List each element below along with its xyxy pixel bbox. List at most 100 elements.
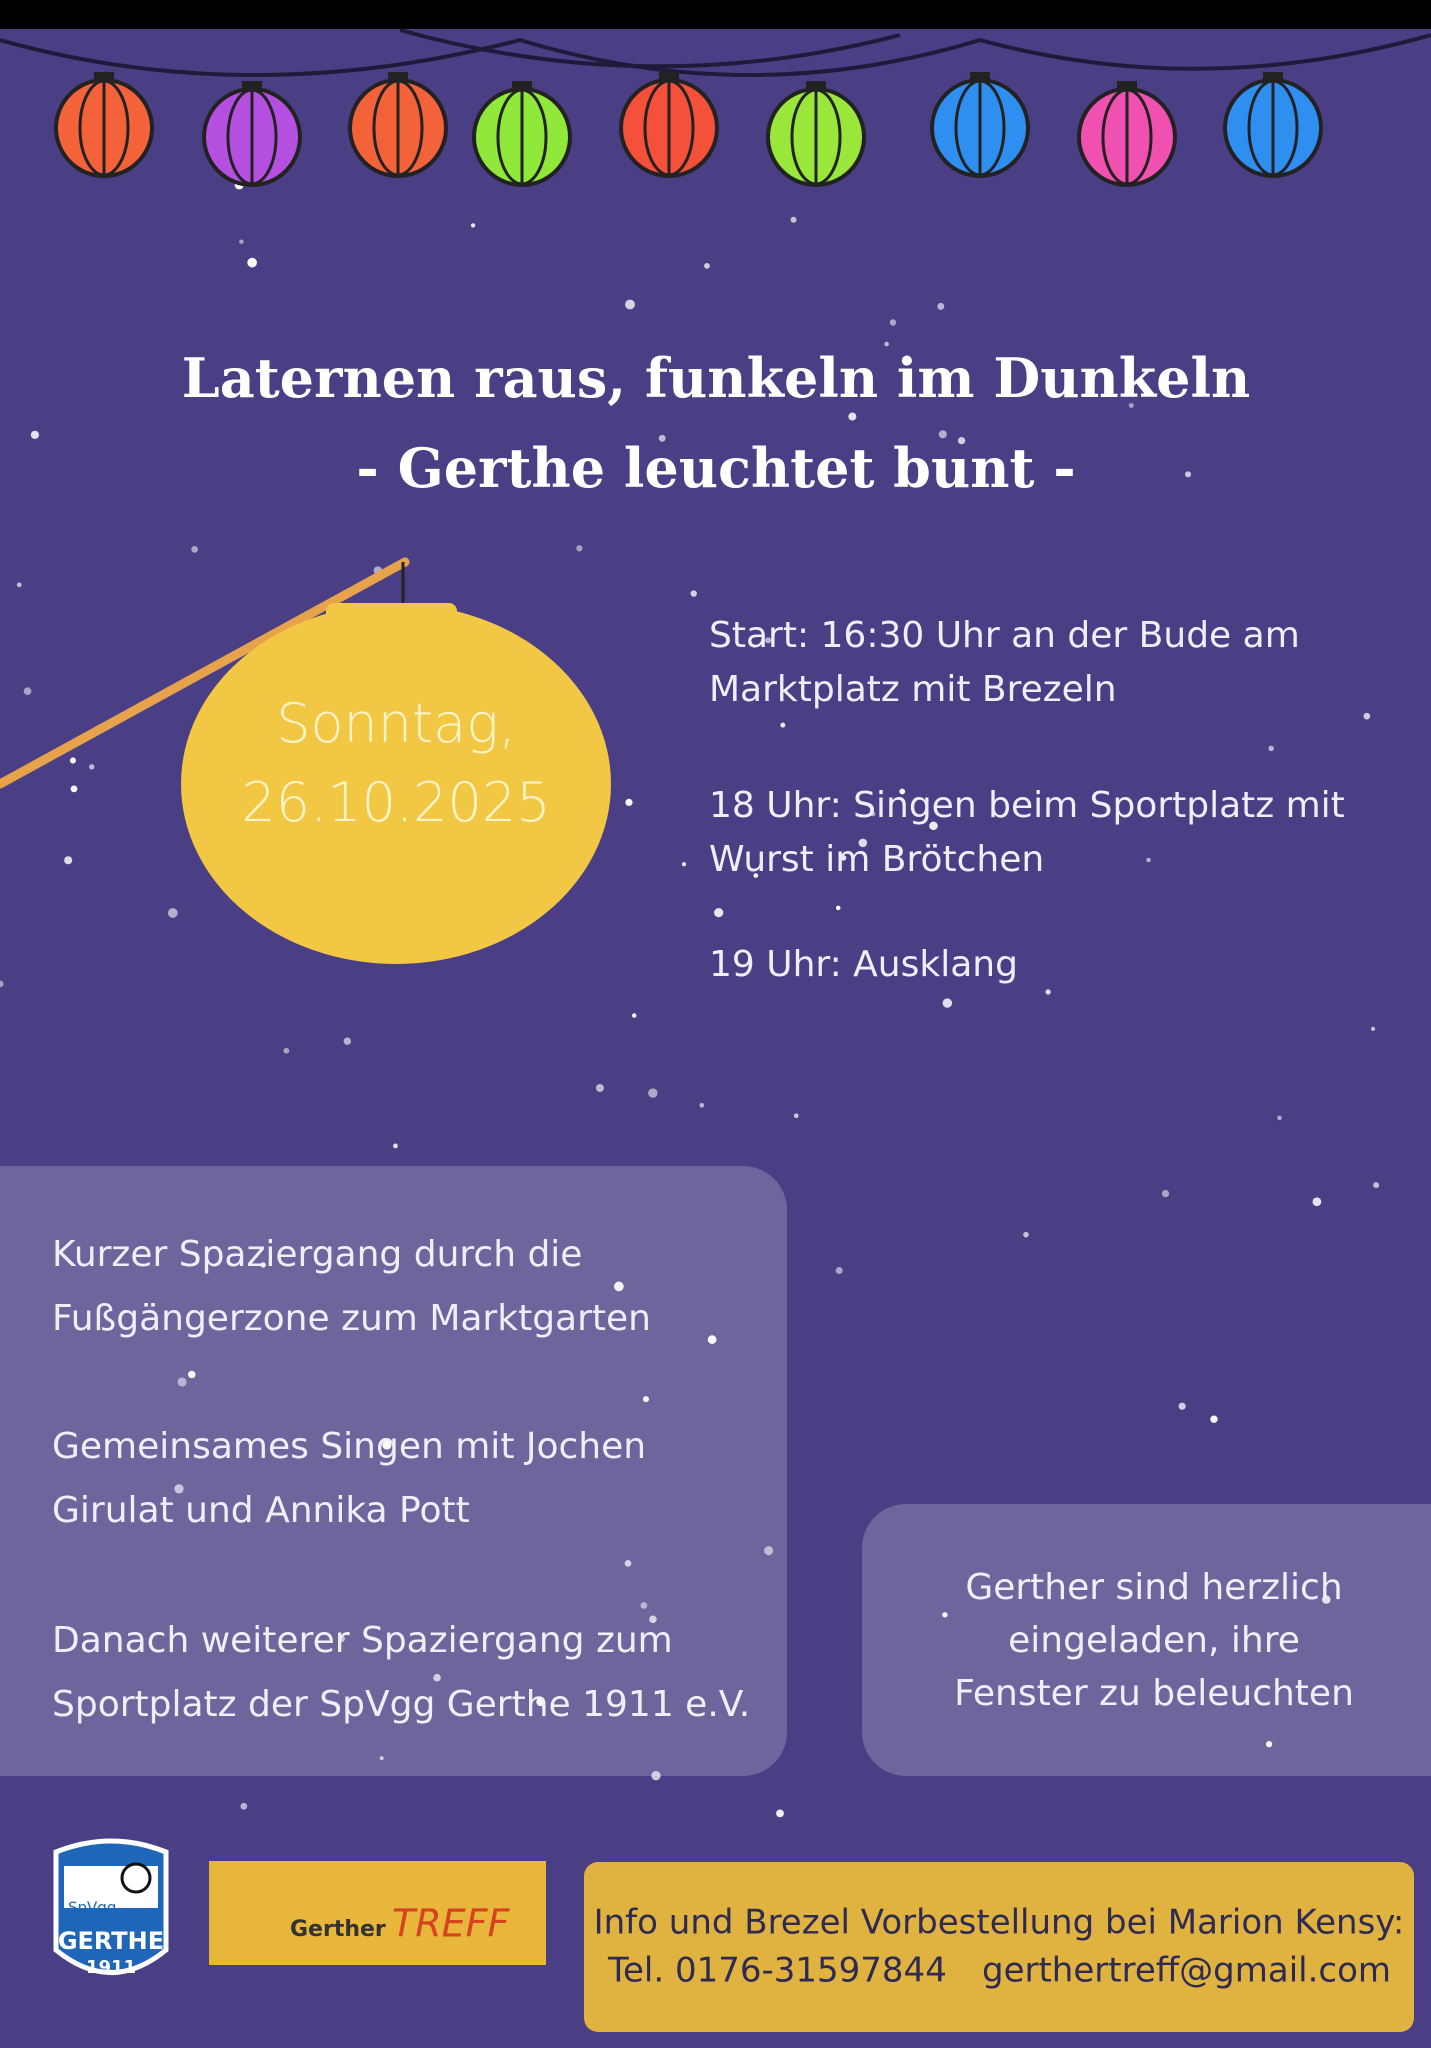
star — [714, 907, 724, 918]
text-line: Gerther sind herzlich — [965, 1567, 1342, 1608]
info-email: gerthertreff@gmail.com — [982, 1951, 1391, 1991]
text-line: 19 Uhr: Ausklang — [709, 944, 1018, 985]
star — [576, 545, 583, 552]
star — [957, 436, 966, 445]
treff-logo-text: Gerther — [290, 1917, 386, 1942]
text-line: 18 Uhr: Singen beim Sportplatz mit — [709, 785, 1345, 826]
star — [1268, 745, 1274, 752]
star — [942, 998, 953, 1008]
star — [793, 1113, 799, 1119]
lantern-top — [242, 81, 262, 91]
star — [191, 546, 198, 553]
schedule: Start: 16:30 Uhr an der Bude am Marktplat… — [709, 615, 1345, 985]
star — [338, 1635, 345, 1643]
star — [640, 1602, 648, 1609]
star — [1312, 1197, 1322, 1207]
ball — [120, 1862, 152, 1894]
star — [658, 434, 666, 442]
star — [753, 873, 759, 878]
info-text: Info und Brezel Vorbestellung bei Marion… — [594, 1903, 1405, 1943]
invitation: Gerther sind herzlich eingeladen, ihre Fen… — [954, 1567, 1354, 1714]
star — [858, 838, 868, 848]
star — [1146, 857, 1151, 863]
star — [247, 257, 257, 268]
star — [625, 299, 635, 310]
star — [642, 1396, 649, 1403]
star — [343, 1037, 352, 1045]
lantern-top — [659, 72, 679, 82]
lantern-top — [1117, 81, 1137, 91]
star — [938, 430, 947, 439]
lanterns — [54, 72, 1323, 187]
star — [1210, 1415, 1218, 1423]
star — [177, 1377, 187, 1387]
star — [536, 1697, 545, 1707]
lantern-top — [512, 81, 532, 91]
text-line: Danach weiterer Spaziergang zum — [52, 1620, 673, 1661]
lantern-top — [94, 72, 114, 82]
text-line: eingeladen, ihre — [1008, 1620, 1300, 1661]
star — [648, 1088, 658, 1098]
lantern-top — [970, 72, 990, 82]
walk-box — [0, 1166, 787, 1776]
star — [1277, 1115, 1282, 1121]
star — [1363, 712, 1371, 720]
text-line: Fußgängerzone zum Marktgarten — [52, 1298, 651, 1339]
star — [174, 1484, 184, 1494]
star — [260, 1262, 266, 1268]
star — [16, 582, 22, 588]
info-box — [584, 1862, 1414, 2032]
star — [699, 1102, 705, 1108]
info-phone: Tel. 0176-31597844 — [607, 1951, 947, 1991]
star — [776, 1809, 784, 1818]
star — [30, 430, 40, 439]
star — [790, 216, 797, 223]
star — [433, 1673, 441, 1682]
star — [651, 1771, 661, 1781]
star — [704, 263, 710, 269]
star — [0, 980, 4, 988]
star — [870, 811, 876, 817]
text-line: Gemeinsames Singen mit Jochen — [52, 1426, 646, 1467]
string — [399, 28, 901, 69]
star — [1023, 1231, 1029, 1238]
star — [240, 1802, 248, 1810]
text-line: Fenster zu beleuchten — [954, 1673, 1354, 1714]
treff-logo-text: TREFF — [392, 1902, 510, 1946]
star — [764, 1546, 774, 1556]
star — [595, 1084, 604, 1093]
star — [382, 1440, 392, 1450]
star — [1370, 1026, 1376, 1031]
star — [682, 862, 687, 867]
text-line: Wurst im Brötchen — [709, 839, 1044, 880]
title: Laternen raus, funkeln im Dunkeln — [182, 346, 1251, 410]
invitation-box — [862, 1504, 1431, 1776]
lantern-top — [388, 72, 408, 82]
star — [283, 1047, 290, 1054]
yellow-lantern — [181, 604, 611, 964]
star — [167, 908, 178, 918]
walk-list: Kurzer Spaziergang durch die Fußgängerzon… — [52, 1234, 750, 1725]
star — [848, 412, 857, 421]
text-line: Kurzer Spaziergang durch die — [52, 1234, 582, 1275]
star — [23, 687, 32, 696]
string — [0, 33, 1431, 77]
star — [1128, 402, 1134, 408]
star — [1161, 1189, 1170, 1198]
star — [707, 1335, 717, 1344]
star — [765, 637, 772, 644]
star — [64, 856, 73, 865]
text-line: Sportplatz der SpVgg Gerthe 1911 e.V. — [52, 1684, 750, 1725]
star — [889, 319, 897, 326]
star — [393, 1143, 398, 1149]
top-bar — [0, 0, 1431, 29]
star — [649, 1615, 657, 1624]
star — [1265, 1741, 1273, 1748]
star — [1045, 989, 1051, 995]
star — [624, 1560, 632, 1567]
star — [942, 1612, 948, 1618]
